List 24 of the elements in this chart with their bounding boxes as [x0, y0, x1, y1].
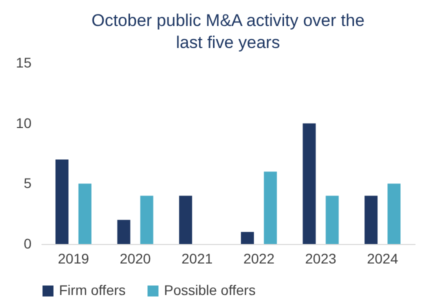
y-tick-label: 10 — [16, 114, 32, 131]
y-tick-label: 0 — [24, 236, 32, 252]
y-tick-label: 15 — [16, 54, 32, 70]
legend-label: Possible offers — [164, 282, 256, 298]
bar — [117, 220, 130, 244]
bar — [140, 196, 154, 244]
chart-title: October public M&A activity over the last five years — [91, 11, 365, 52]
bar — [264, 172, 277, 244]
bar — [55, 160, 68, 244]
legend-label: Firm offers — [59, 282, 126, 298]
x-tick-label: 2023 — [305, 250, 337, 266]
x-tick-label: 2020 — [120, 250, 152, 266]
bar — [388, 184, 401, 244]
x-tick-label: 2024 — [366, 250, 398, 266]
x-tick-label: 2019 — [58, 250, 90, 266]
bar — [364, 196, 378, 244]
bar — [240, 232, 254, 244]
y-tick-label: 5 — [24, 175, 32, 192]
bar — [78, 184, 92, 244]
bar — [326, 196, 339, 244]
x-tick-label: 2022 — [243, 250, 275, 266]
bar — [179, 196, 192, 244]
x-tick-label: 2021 — [182, 250, 213, 266]
bar — [302, 123, 316, 244]
